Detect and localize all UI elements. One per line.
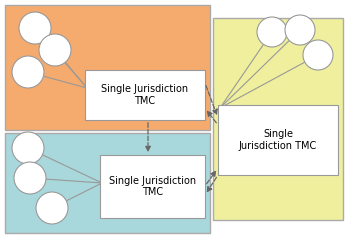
Circle shape [19,12,51,44]
Bar [5,133,210,233]
Circle shape [39,34,71,66]
Circle shape [14,162,46,194]
Bar [213,18,343,220]
Bar [100,155,205,218]
Bar [218,105,338,175]
Text: Single Jurisdiction
TMC: Single Jurisdiction TMC [101,84,189,106]
Circle shape [12,56,44,88]
Text: Single
Jurisdiction TMC: Single Jurisdiction TMC [239,129,317,151]
Bar [5,5,210,130]
Circle shape [303,40,333,70]
Circle shape [12,132,44,164]
Circle shape [285,15,315,45]
Text: Single Jurisdiction
TMC: Single Jurisdiction TMC [109,176,196,197]
Circle shape [36,192,68,224]
Bar [85,70,205,120]
Circle shape [257,17,287,47]
